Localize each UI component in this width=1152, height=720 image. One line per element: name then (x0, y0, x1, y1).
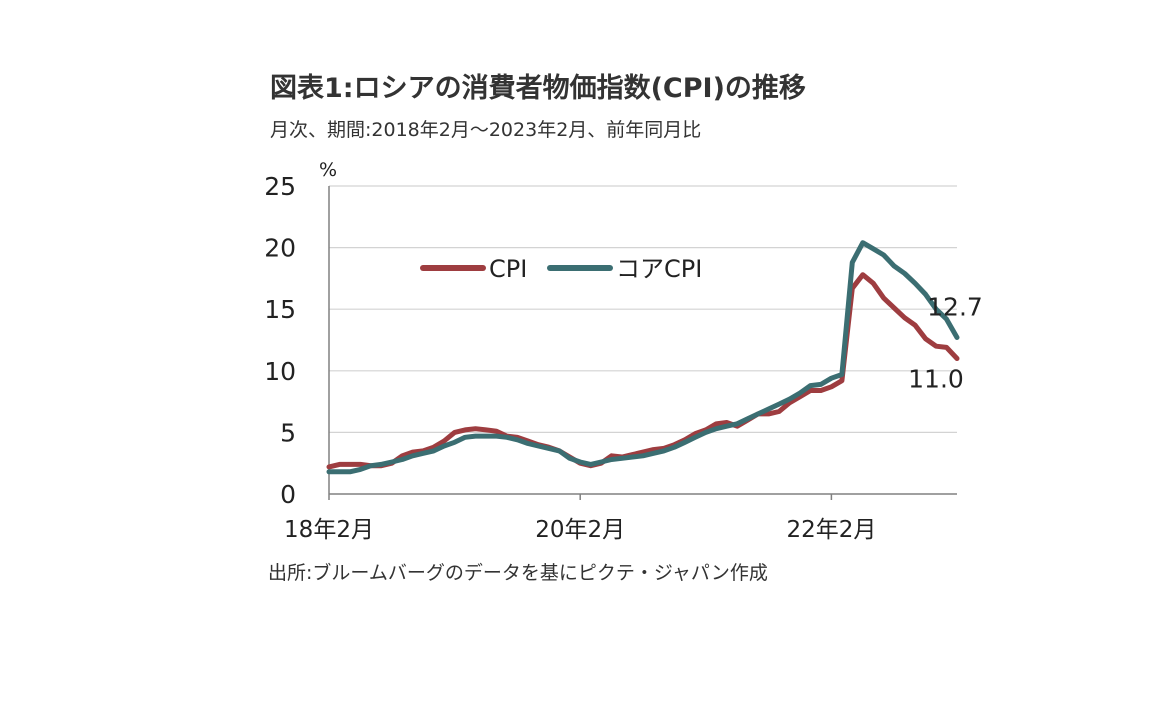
legend-label-1: コアCPI (616, 255, 702, 283)
legend-label-0: CPI (489, 255, 527, 283)
y-tick-label-0: 0 (280, 480, 296, 509)
y-tick-label-5: 5 (280, 418, 296, 447)
y-unit-label: % (319, 159, 337, 181)
chart-title: 図表1:ロシアの消費者物価指数(CPI)の推移 (270, 73, 806, 104)
end-label-cpi: 11.0 (908, 364, 964, 393)
source-note: 出所:ブルームバーグのデータを基にピクテ・ジャパン作成 (268, 562, 768, 584)
series-line-1 (326, 240, 960, 475)
y-tick-label-20: 20 (264, 234, 296, 263)
x-tick-label-2: 22年2月 (786, 517, 876, 543)
end-label-core-cpi: 12.7 (927, 293, 983, 322)
y-tick-label-15: 15 (264, 295, 296, 324)
y-tick-label-25: 25 (264, 172, 296, 201)
x-tick-label-0: 18年2月 (284, 517, 374, 543)
y-tick-label-10: 10 (264, 357, 296, 386)
x-tick-label-1: 20年2月 (535, 517, 625, 543)
chart-subtitle: 月次、期間:2018年2月～2023年2月、前年同月比 (270, 119, 702, 141)
